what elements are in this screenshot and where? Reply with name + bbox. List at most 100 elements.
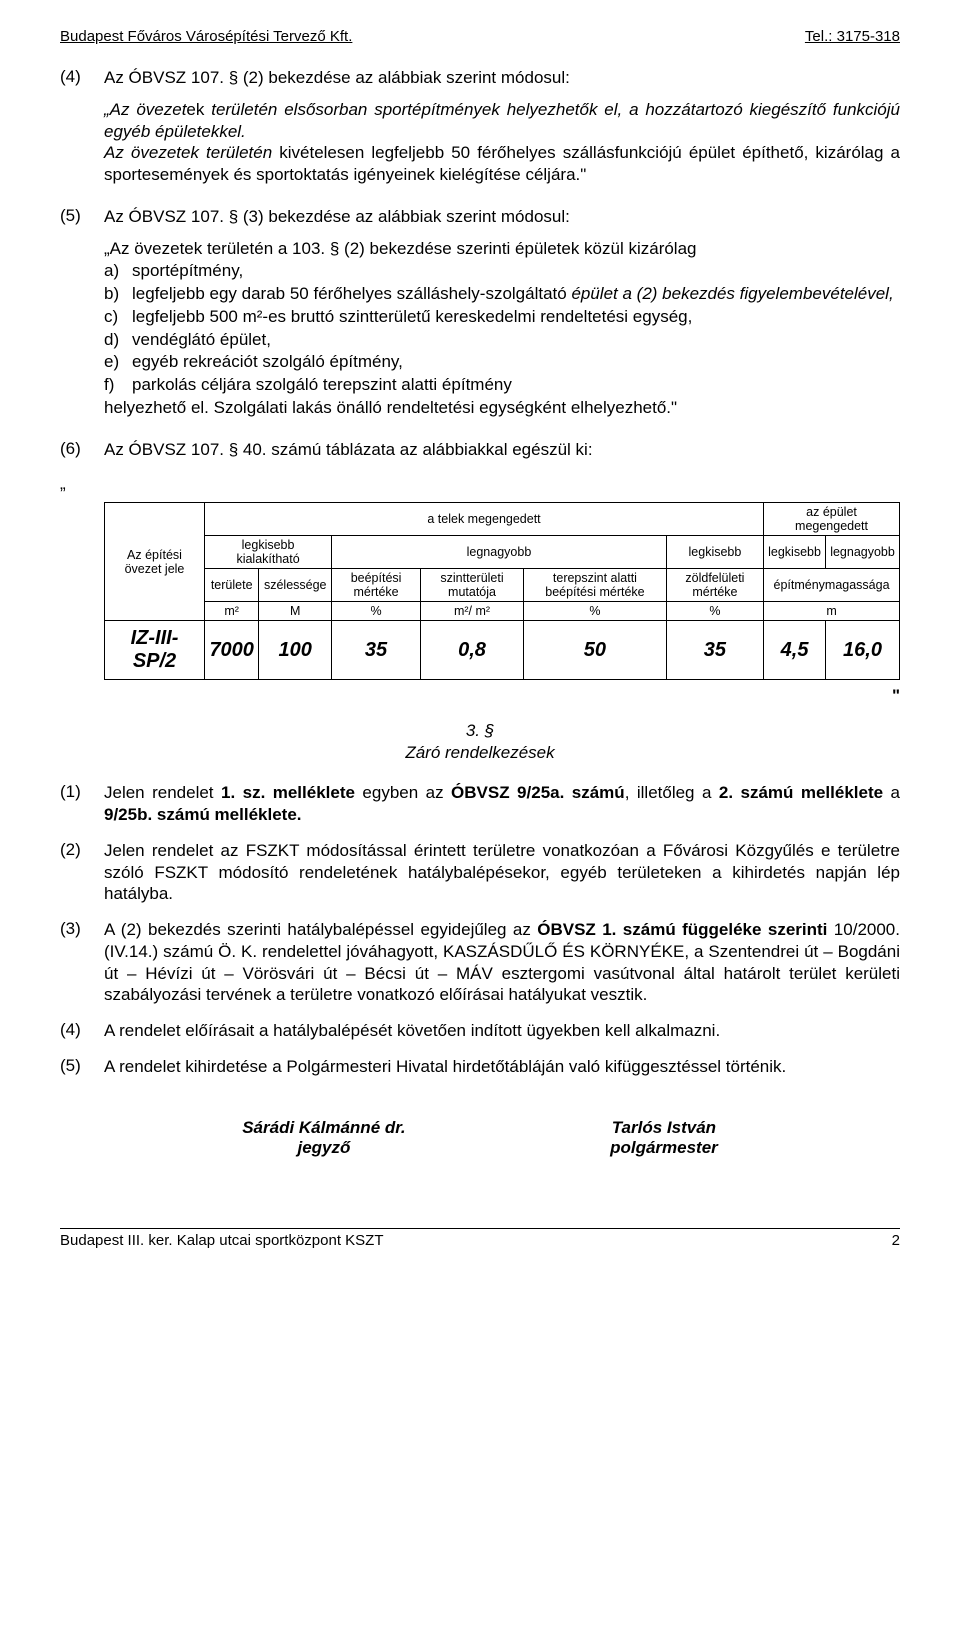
u7: építménymagassága — [764, 569, 900, 602]
list-letter: c) — [104, 306, 132, 328]
para-num: (2) — [60, 840, 104, 905]
signature-row: Sárádi Kálmánné dr. jegyző Tarlós István… — [140, 1118, 820, 1158]
list-item-b: b)legfeljebb egy darab 50 férőhelyes szá… — [104, 283, 900, 305]
list-text: vendéglátó épület, — [132, 329, 900, 351]
sign-r2: polgármester — [610, 1138, 718, 1158]
para-num: (3) — [60, 919, 104, 1006]
para-body: A rendelet kihirdetése a Polgármesteri H… — [104, 1056, 900, 1078]
para-body: Az ÓBVSZ 107. § (3) bekezdése az alábbia… — [104, 206, 900, 425]
p5-tail: helyezhető el. Szolgálati lakás önálló r… — [104, 397, 900, 419]
c3a: A (2) bekezdés szerinti hatálybalépéssel… — [104, 920, 537, 939]
header-right: Tel.: 3175-318 — [805, 28, 900, 45]
v1: 7000 — [205, 621, 259, 680]
signatory-right: Tarlós István polgármester — [610, 1118, 718, 1158]
para-body: A (2) bekezdés szerinti hatálybalépéssel… — [104, 919, 900, 1006]
para-body: Az ÓBVSZ 107. § (2) bekezdése az alábbia… — [104, 67, 900, 192]
list-item-a: a)sportépítmény, — [104, 260, 900, 282]
m7: m — [764, 602, 900, 621]
header-left: Budapest Főváros Városépítési Tervező Kf… — [60, 28, 352, 45]
closing-section-title: 3. § Záró rendelkezések — [60, 720, 900, 764]
u5: terepszint alatti beépítési mértéke — [524, 569, 667, 602]
para-body: A rendelet előírásait a hatálybalépését … — [104, 1020, 900, 1042]
list-item-c: c)legfeljebb 500 m²-es bruttó szintterül… — [104, 306, 900, 328]
m5: % — [524, 602, 667, 621]
sub-c1c: legkisebb — [666, 536, 763, 569]
m4: m²/ m² — [421, 602, 524, 621]
table-row: Az építési övezet jele a telek megengede… — [105, 503, 900, 536]
list-text-a: legfeljebb egy darab 50 férőhelyes száll… — [132, 284, 571, 303]
p5-lead: „Az övezetek területén a 103. § (2) beke… — [104, 238, 900, 260]
para-num: (1) — [60, 782, 104, 826]
v3: 35 — [332, 621, 421, 680]
list-text: legfeljebb 500 m²-es bruttó szintterület… — [132, 306, 900, 328]
m2: M — [259, 602, 332, 621]
list-letter: a) — [104, 260, 132, 282]
m3: % — [332, 602, 421, 621]
c1g: a — [891, 783, 900, 802]
v7: 4,5 — [764, 621, 826, 680]
c1c: egyben az — [355, 783, 451, 802]
c1e: , illetőleg a — [625, 783, 719, 802]
list-letter: b) — [104, 283, 132, 305]
p4-quote: „Az övezetek területén elsősorban sporté… — [104, 99, 900, 186]
zone: IZ-III-SP/2 — [105, 621, 205, 680]
m6: % — [666, 602, 763, 621]
u1: területe — [205, 569, 259, 602]
sub-c1b: legnagyobb — [332, 536, 667, 569]
list-letter: d) — [104, 329, 132, 351]
u2: szélessége — [259, 569, 332, 602]
close-quote: " — [60, 686, 900, 706]
v5: 50 — [524, 621, 667, 680]
sub-c2a: legkisebb — [764, 536, 826, 569]
closing-5: (5) A rendelet kihirdetése a Polgármeste… — [60, 1056, 900, 1078]
sign-l2: jegyző — [242, 1138, 405, 1158]
list-item-d: d)vendéglátó épület, — [104, 329, 900, 351]
sub-c2b: legnagyobb — [826, 536, 900, 569]
p4-intro: Az ÓBVSZ 107. § (2) bekezdése az alábbia… — [104, 68, 570, 87]
c1a: Jelen rendelet — [104, 783, 221, 802]
c1d: ÓBVSZ 9/25a. számú — [451, 783, 625, 802]
page-header: Budapest Főváros Városépítési Tervező Kf… — [60, 28, 900, 45]
table-row: legkisebb kialakítható legnagyobb legkis… — [105, 536, 900, 569]
para-body: Jelen rendelet az FSZKT módosítással éri… — [104, 840, 900, 905]
v8: 16,0 — [826, 621, 900, 680]
para-num: (4) — [60, 1020, 104, 1042]
sub-c1a: legkisebb kialakítható — [205, 536, 332, 569]
c3b: ÓBVSZ 1. számú függeléke szerinti — [537, 920, 827, 939]
list-letter: f) — [104, 374, 132, 396]
list-item-f: f)parkolás céljára szolgáló terepszint a… — [104, 374, 900, 396]
page-footer: Budapest III. ker. Kalap utcai sportközp… — [60, 1228, 900, 1249]
paragraph-4: (4) Az ÓBVSZ 107. § (2) bekezdése az alá… — [60, 67, 900, 192]
section-title: Záró rendelkezések — [405, 743, 554, 762]
table-wrap: Az építési övezet jele a telek megengede… — [104, 502, 900, 680]
v4: 0,8 — [421, 621, 524, 680]
sign-r1: Tarlós István — [610, 1118, 718, 1138]
para-num: (5) — [60, 1056, 104, 1078]
p5-quote: „Az övezetek területén a 103. § (2) beke… — [104, 238, 900, 419]
para-num: (6) — [60, 439, 104, 461]
v2: 100 — [259, 621, 332, 680]
p5-intro: Az ÓBVSZ 107. § (3) bekezdése az alábbia… — [104, 207, 570, 226]
p4-q1c: területén elsősorban sportépítmények hel… — [104, 100, 900, 141]
c1f: 2. számú melléklete — [719, 783, 891, 802]
para-body: Az ÓBVSZ 107. § 40. számú táblázata az a… — [104, 439, 900, 461]
sign-l1: Sárádi Kálmánné dr. — [242, 1118, 405, 1138]
list-item-e: e)egyéb rekreációt szolgáló építmény, — [104, 351, 900, 373]
list-text: sportépítmény, — [132, 260, 900, 282]
paragraph-5: (5) Az ÓBVSZ 107. § (3) bekezdése az alá… — [60, 206, 900, 425]
document-page: Budapest Főváros Városépítési Tervező Kf… — [0, 0, 960, 1645]
list-letter: e) — [104, 351, 132, 373]
para-body: Jelen rendelet 1. sz. melléklete egyben … — [104, 782, 900, 826]
group1: a telek megengedett — [205, 503, 764, 536]
list-text-b: épület a (2) bekezdés figyelembevételéve… — [571, 284, 893, 303]
table-row: területe szélessége beépítési mértéke sz… — [105, 569, 900, 602]
closing-3: (3) A (2) bekezdés szerinti hatálybalépé… — [60, 919, 900, 1006]
data-row: IZ-III-SP/2 7000 100 35 0,8 50 35 4,5 16… — [105, 621, 900, 680]
u4: szintterületi mutatója — [421, 569, 524, 602]
closing-1: (1) Jelen rendelet 1. sz. melléklete egy… — [60, 782, 900, 826]
m1: m² — [205, 602, 259, 621]
list-text: legfeljebb egy darab 50 férőhelyes száll… — [132, 283, 900, 305]
list-text: egyéb rekreációt szolgáló építmény, — [132, 351, 900, 373]
zoning-table: Az építési övezet jele a telek megengede… — [104, 502, 900, 680]
para-num: (5) — [60, 206, 104, 425]
